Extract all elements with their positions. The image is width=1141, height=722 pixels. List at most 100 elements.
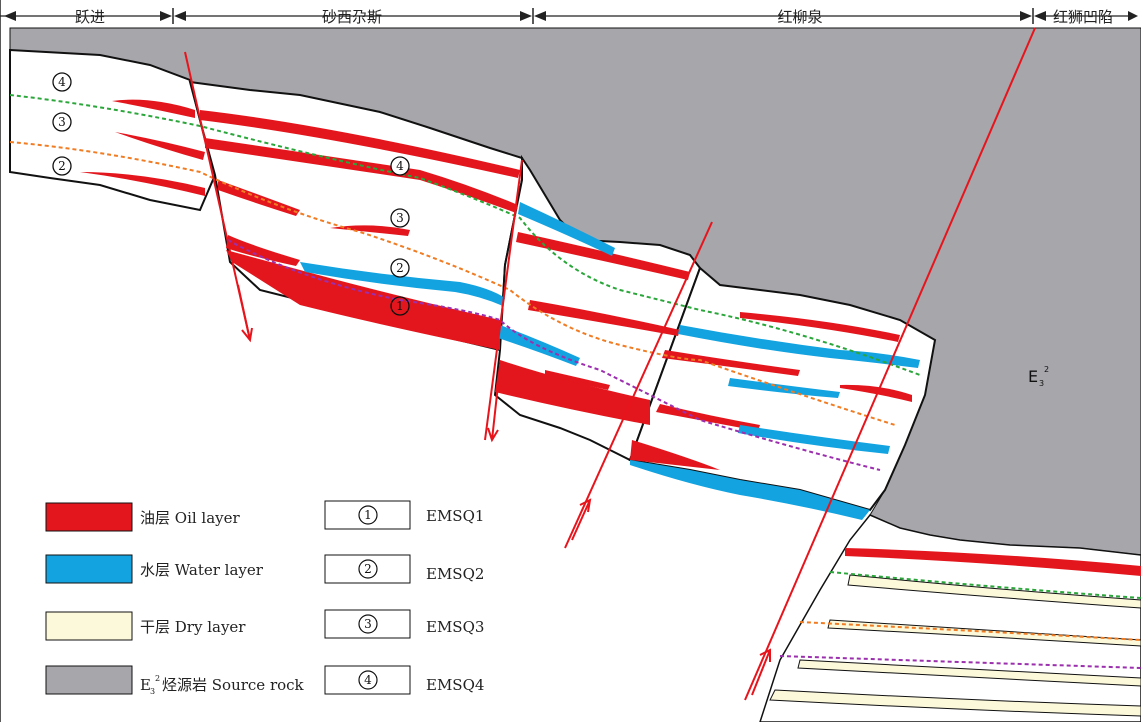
arrow-left-icon xyxy=(4,11,16,21)
oil-layer xyxy=(112,99,195,118)
oil-layer xyxy=(656,404,760,431)
arrow-right-icon xyxy=(160,11,172,21)
legend-swatch-water xyxy=(45,554,133,584)
sequence-marker-3: 3 xyxy=(52,112,72,132)
water-layer xyxy=(728,378,840,398)
fault-line xyxy=(484,159,523,441)
svg-text:3: 3 xyxy=(150,687,155,696)
oil-layer xyxy=(115,132,205,160)
svg-text:3: 3 xyxy=(364,617,372,631)
water-layer xyxy=(518,202,615,256)
legend-swatch-dry xyxy=(45,611,133,641)
legend-sequence-4: 4 EMSQ4 xyxy=(324,665,484,695)
oil-layer xyxy=(516,232,690,280)
legend-sequence-label: EMSQ1 xyxy=(426,507,484,525)
svg-text:烃源岩 Source rock: 烃源岩 Source rock xyxy=(162,676,305,694)
legend-label-source: E 3 2 烃源岩 Source rock xyxy=(140,674,305,696)
faults xyxy=(184,27,1036,701)
legend-label-dry: 干层 Dry layer xyxy=(140,618,246,636)
fault-line xyxy=(744,27,1036,701)
svg-text:E: E xyxy=(1028,367,1038,386)
sequence-marker-3: 3 xyxy=(390,208,410,228)
dry-layer xyxy=(847,574,1141,609)
sequence-marker-1: 1 xyxy=(390,296,410,316)
region-label-shaxigasi: 砂西尕斯 xyxy=(322,8,382,26)
legend-label-water: 水层 Water layer xyxy=(140,561,264,579)
sequence-marker-4: 4 xyxy=(390,156,410,176)
arrow-right-icon xyxy=(1128,11,1138,21)
oil-layers xyxy=(80,99,1141,576)
oil-layer xyxy=(528,300,680,336)
oil-layer xyxy=(200,110,520,178)
legend-sequence-3: 3 EMSQ3 xyxy=(324,609,484,639)
oil-layer xyxy=(80,172,205,196)
svg-text:3: 3 xyxy=(58,115,66,129)
fault-arrow-down-icon xyxy=(237,284,253,343)
water-layer xyxy=(678,325,920,368)
svg-text:2: 2 xyxy=(1044,365,1049,374)
oil-layer xyxy=(845,548,1141,576)
sq3-boundary-line-lower xyxy=(829,571,1141,599)
svg-text:4: 4 xyxy=(364,673,372,687)
sq2-boundary-line xyxy=(9,141,896,426)
region-label-yuejin: 跃进 xyxy=(75,8,105,26)
sequence-marker-2: 2 xyxy=(390,258,410,278)
svg-text:1: 1 xyxy=(364,508,372,522)
legend-sequence-2: 2 EMSQ2 xyxy=(324,554,484,584)
svg-text:1: 1 xyxy=(396,299,404,313)
fault-arrow-up-icon xyxy=(571,498,592,541)
svg-text:2: 2 xyxy=(155,674,160,683)
oil-layer xyxy=(330,225,410,236)
fault-arrow-down-icon xyxy=(487,384,499,443)
oil-layer xyxy=(226,235,300,266)
legend-sequence-label: EMSQ3 xyxy=(426,618,484,636)
svg-text:2: 2 xyxy=(364,562,372,576)
svg-text:4: 4 xyxy=(396,159,404,173)
legend-swatch-source xyxy=(45,665,133,695)
dry-layer xyxy=(797,659,1141,687)
sequence-marker-4: 4 xyxy=(52,72,72,92)
legend-swatch-oil xyxy=(45,502,133,532)
oil-layer xyxy=(630,440,720,470)
region-label-hongliuquan: 红柳泉 xyxy=(777,8,822,26)
arrow-right-icon xyxy=(520,11,532,21)
sequence-markers: 4 3 2 4 3 2 1 xyxy=(52,72,410,316)
legend-sequence-label: EMSQ2 xyxy=(426,565,484,583)
legend-sequence-label: EMSQ4 xyxy=(426,676,484,694)
arrow-right-icon xyxy=(1020,11,1032,21)
oil-layer xyxy=(662,350,800,376)
arrow-left-icon xyxy=(1034,11,1046,21)
arrow-left-icon xyxy=(174,11,186,21)
sequence-marker-2: 2 xyxy=(52,156,72,176)
oil-layer xyxy=(205,138,518,213)
fault-line xyxy=(564,221,713,549)
sequence-boundaries xyxy=(9,94,1141,669)
sq1-boundary-line xyxy=(227,239,881,471)
oil-layer xyxy=(840,384,912,402)
arrow-left-icon xyxy=(534,11,546,21)
legend: 油层 Oil layer 水层 Water layer 干层 Dry layer… xyxy=(45,500,484,696)
svg-text:2: 2 xyxy=(58,159,66,173)
oil-layer xyxy=(740,312,900,342)
legend-label-oil: 油层 Oil layer xyxy=(140,509,241,527)
svg-text:4: 4 xyxy=(58,75,66,89)
svg-text:2: 2 xyxy=(396,261,404,275)
water-layer xyxy=(630,460,870,520)
water-layer xyxy=(738,425,890,454)
oil-layer xyxy=(545,370,610,390)
legend-sequence-1: 1 EMSQ1 xyxy=(324,500,484,530)
water-layer xyxy=(300,262,505,306)
formation-label: E 3 2 xyxy=(1028,365,1049,388)
dry-layer xyxy=(769,689,1141,717)
oil-layer xyxy=(226,250,500,350)
sq2-boundary-line-lower xyxy=(799,621,1141,641)
oil-layer xyxy=(495,360,650,425)
sq3-boundary-line xyxy=(9,94,921,376)
svg-text:E: E xyxy=(140,676,151,694)
svg-text:3: 3 xyxy=(396,211,404,225)
fault-arrow-up-icon xyxy=(751,648,771,696)
svg-text:3: 3 xyxy=(1039,379,1044,388)
